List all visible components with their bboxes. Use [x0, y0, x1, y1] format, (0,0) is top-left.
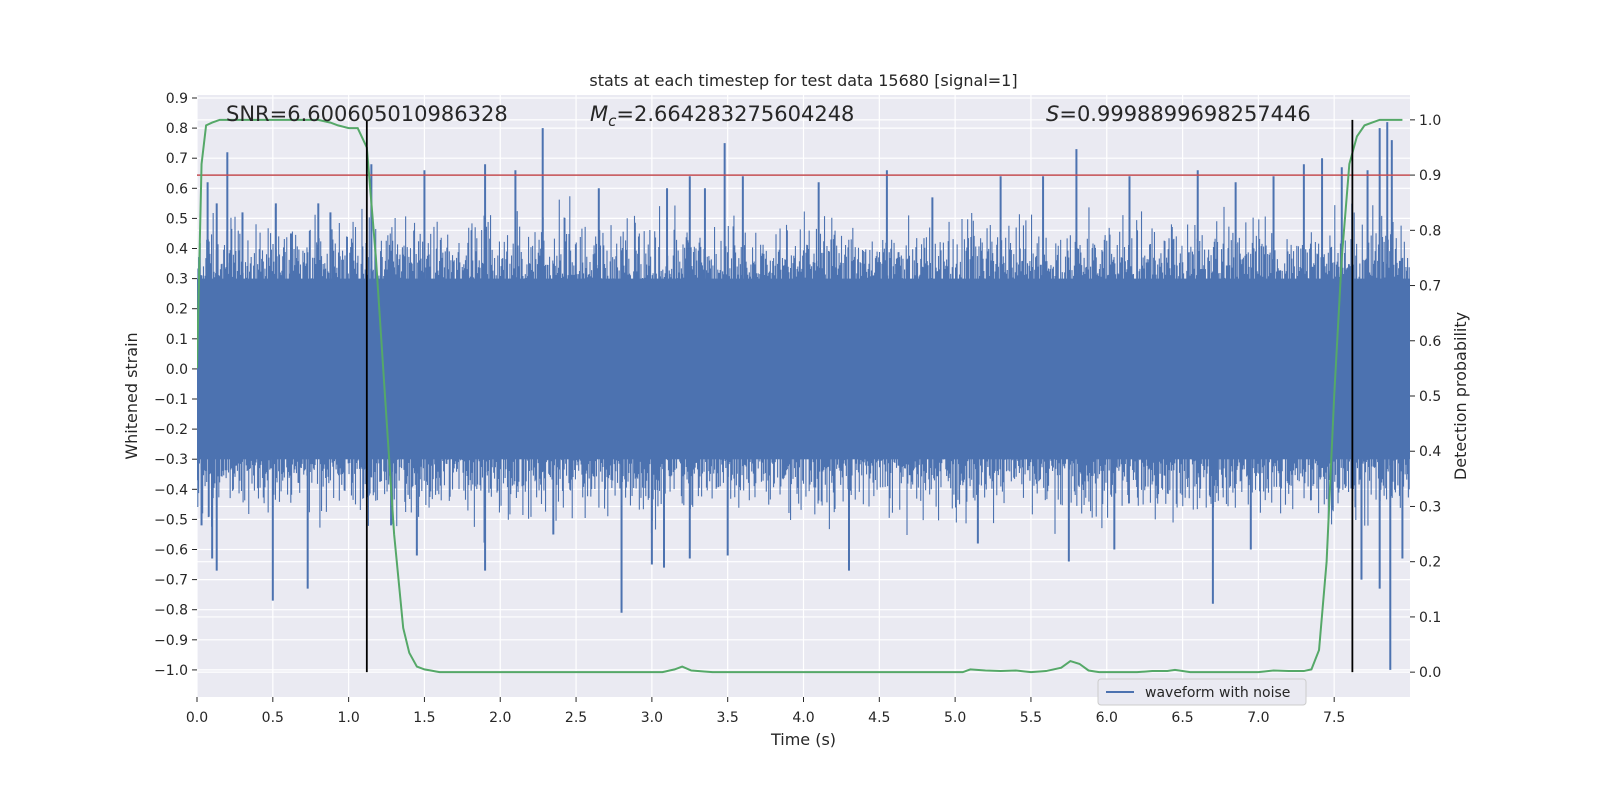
x-tick-label: 7.5 — [1323, 710, 1345, 726]
y-tick-label: −0.7 — [154, 573, 188, 589]
legend-label-waveform: waveform with noise — [1145, 685, 1290, 701]
x-tick-label: 6.5 — [1171, 710, 1193, 726]
y-tick-label: −0.4 — [154, 482, 188, 498]
chart-title: stats at each timestep for test data 156… — [589, 71, 1017, 90]
x-tick-label: 5.0 — [944, 710, 966, 726]
s-symbol: S — [1046, 102, 1059, 126]
s-value: =0.9998899698257446 — [1059, 102, 1310, 126]
y-tick-label: 0.3 — [166, 272, 188, 288]
x-tick-label: 0.0 — [186, 710, 208, 726]
legend-box — [1097, 678, 1307, 706]
x-tick-label: 1.5 — [413, 710, 435, 726]
x-tick-label: 2.5 — [565, 710, 587, 726]
x-tick-label: 5.5 — [1020, 710, 1042, 726]
overlay-layer — [197, 118, 1410, 674]
y2-tick-label: 0.5 — [1419, 389, 1441, 405]
y-tick-label: −0.5 — [154, 512, 188, 528]
x-tick-label: 2.0 — [489, 710, 511, 726]
y-tick-label: 0.0 — [166, 362, 188, 378]
y-tick-label: −0.8 — [154, 603, 188, 619]
y2-tick-label: 0.1 — [1419, 610, 1441, 626]
y-tick-label: 0.8 — [166, 121, 188, 137]
y-tick-label: −1.0 — [154, 663, 188, 679]
y2-tick-label: 1.0 — [1419, 113, 1441, 129]
x-tick-label: 4.0 — [792, 710, 814, 726]
detection-probability-line — [197, 118, 1403, 674]
s-annotation: S=0.9998899698257446 — [1046, 102, 1311, 126]
y-tick-label: 0.1 — [166, 332, 188, 348]
y2-tick-label: 0.4 — [1419, 444, 1441, 460]
y-axis-label: Whitened strain — [122, 332, 141, 459]
y2-tick-label: 0.9 — [1419, 168, 1441, 184]
y-tick-label: 0.4 — [166, 242, 188, 258]
snr-annotation: SNR=6.600605010986328 — [226, 102, 508, 126]
y-tick-label: −0.9 — [154, 633, 188, 649]
y-tick-label: 0.9 — [166, 91, 188, 107]
waveform-trace — [197, 196, 1410, 543]
y2-tick-label: 0.6 — [1419, 334, 1441, 350]
chirp-mass-annotation: Mc=2.664283275604248 — [590, 102, 854, 130]
x-tick-label: 1.0 — [337, 710, 359, 726]
y2-tick-label: 0.8 — [1419, 223, 1441, 239]
y2-tick-label: 0.2 — [1419, 555, 1441, 571]
x-axis-label: Time (s) — [770, 730, 836, 749]
y-tick-label: −0.1 — [154, 392, 188, 408]
x-tick-label: 7.0 — [1247, 710, 1269, 726]
waveform-series — [197, 122, 1410, 670]
y2-tick-label: 0.3 — [1419, 499, 1441, 515]
x-tick-label: 0.5 — [262, 710, 284, 726]
y-tick-label: −0.6 — [154, 543, 188, 559]
y-tick-label: 0.7 — [166, 151, 188, 167]
y-tick-label: 0.2 — [166, 302, 188, 318]
y2-axis-label: Detection probability — [1451, 312, 1470, 480]
x-tick-label: 3.5 — [717, 710, 739, 726]
y-tick-label: −0.2 — [154, 422, 188, 438]
x-tick-label: 4.5 — [868, 710, 890, 726]
legend: waveform with noise — [1097, 678, 1307, 706]
y2-tick-label: 0.7 — [1419, 279, 1441, 295]
y-tick-label: 0.5 — [166, 211, 188, 227]
mc-value: =2.664283275604248 — [616, 102, 854, 126]
y-tick-label: −0.3 — [154, 452, 188, 468]
y-tick-label: 0.6 — [166, 181, 188, 197]
axis-layer: 0.0 0.5 1.0 1.5 2.0 2.5 3.0 3.5 4.0 4.5 5.0 5.5 6.0 6… — [154, 91, 1441, 726]
mc-subscript: c — [608, 112, 617, 130]
mc-symbol: M — [590, 102, 608, 126]
x-tick-label: 3.0 — [641, 710, 663, 726]
x-tick-label: 6.0 — [1096, 710, 1118, 726]
y2-tick-label: 0.0 — [1419, 665, 1441, 681]
